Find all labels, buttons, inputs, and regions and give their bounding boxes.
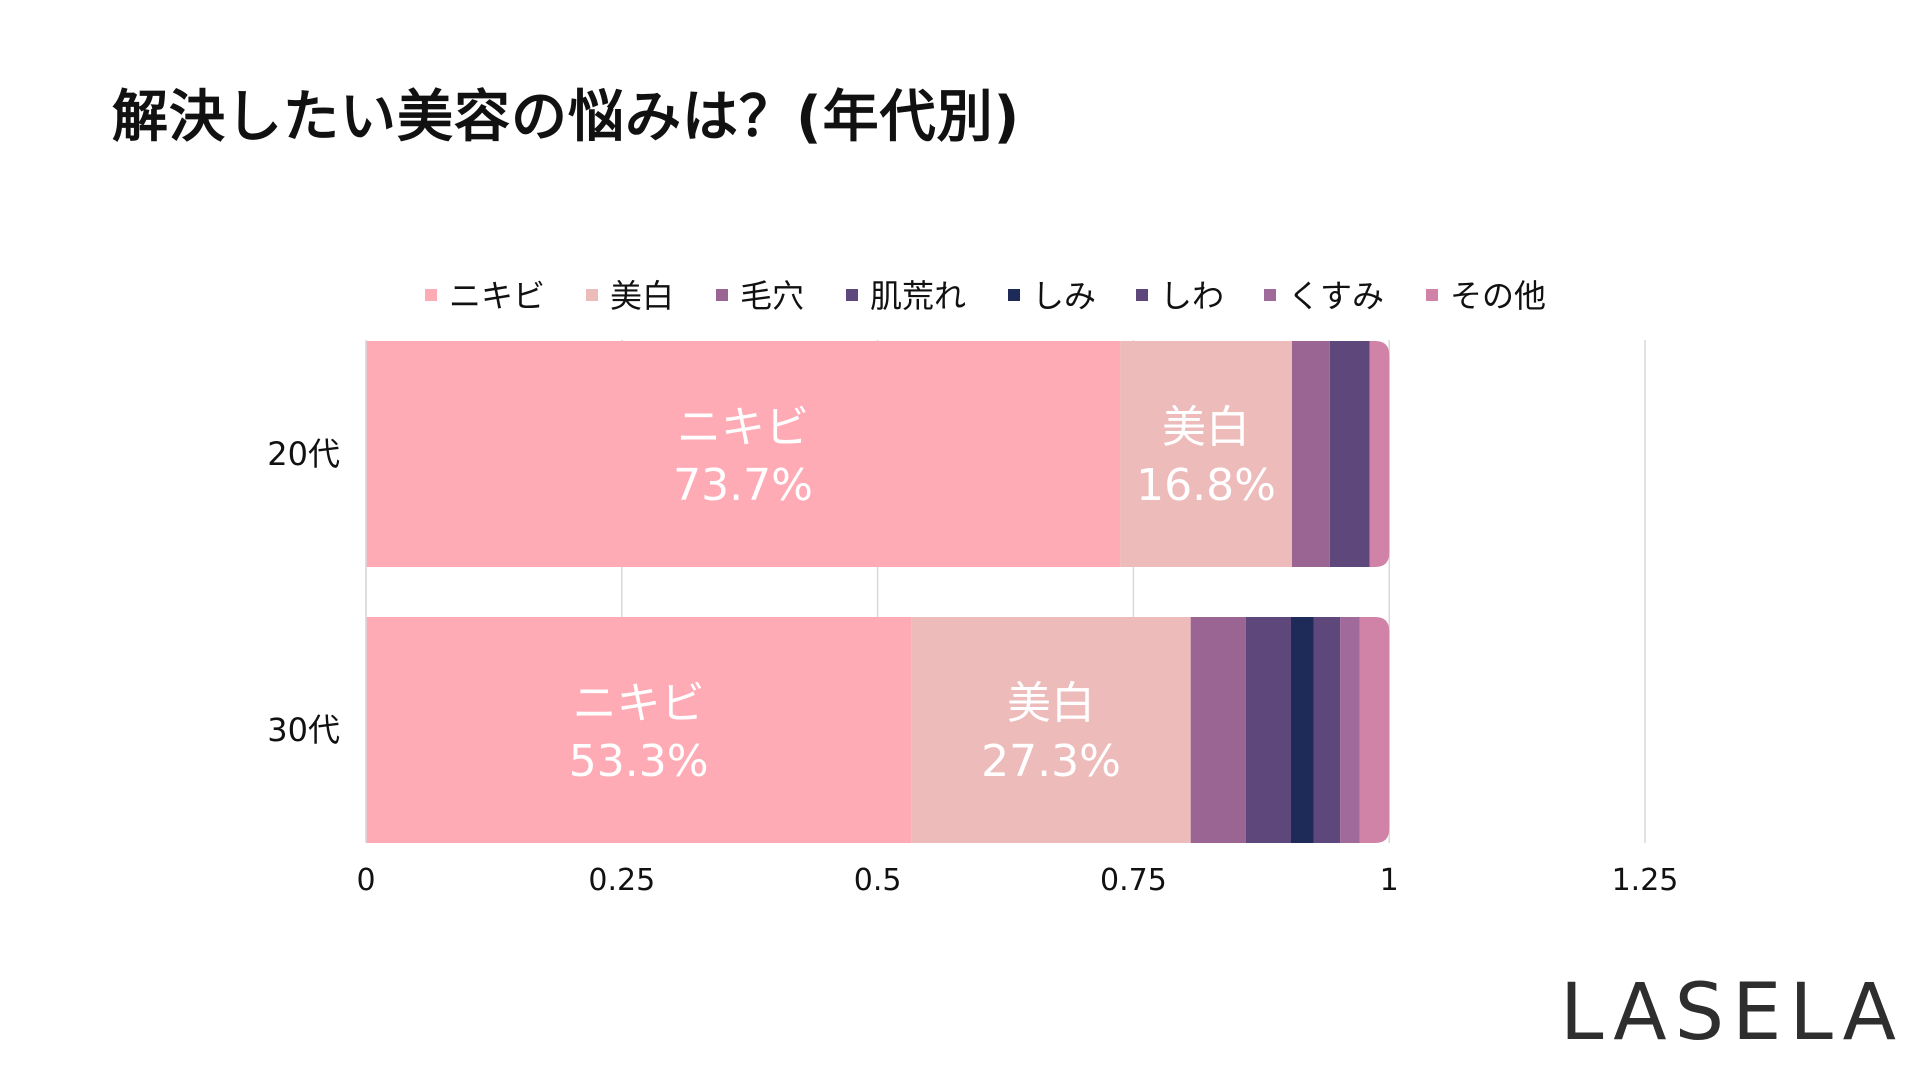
- legend-label: 肌荒れ: [870, 277, 966, 315]
- legend-swatch: [1426, 289, 1438, 301]
- bar-segment: [1313, 617, 1341, 843]
- bar-segment: [1329, 341, 1370, 567]
- bar-value-label: 27.3%: [981, 736, 1121, 787]
- bar-segment: [366, 617, 912, 843]
- legend-label: その他: [1450, 277, 1546, 315]
- legend-label: くすみ: [1288, 277, 1384, 315]
- bar-segment: [366, 341, 1121, 567]
- x-tick-label: 0: [356, 863, 375, 898]
- legend-swatch: [846, 289, 858, 301]
- bar-value-label: 16.8%: [1136, 460, 1276, 511]
- legend: ニキビ 美白 毛穴 肌荒れ しみ しわ くすみ その他: [425, 277, 1546, 315]
- x-tick-label: 1: [1380, 863, 1399, 898]
- bar-series-label: ニキビ: [677, 402, 809, 453]
- bars: [366, 341, 1390, 843]
- bar-value-label: 73.7%: [673, 460, 813, 511]
- legend-swatch: [1136, 289, 1148, 301]
- bar-segment: [1245, 617, 1291, 843]
- x-tick-label: 0.75: [1100, 863, 1167, 898]
- chart-title: 解決したい美容の悩みは？(年代別): [112, 85, 1021, 150]
- bar-segment: [1290, 617, 1314, 843]
- x-tick-label: 1.25: [1612, 863, 1679, 898]
- legend-swatch: [586, 289, 598, 301]
- x-tick-label: 0.25: [588, 863, 655, 898]
- legend-label: 毛穴: [740, 277, 804, 315]
- bar-segment: [1359, 617, 1390, 843]
- legend-label: ニキビ: [449, 277, 545, 315]
- bar-segment: [1120, 341, 1292, 567]
- legend-swatch: [716, 289, 728, 301]
- category-label: 20代: [267, 435, 340, 473]
- x-tick-label: 0.5: [854, 863, 902, 898]
- bar-segment: [911, 617, 1191, 843]
- legend-label: しみ: [1032, 277, 1096, 315]
- bar-series-label: 美白: [1007, 678, 1095, 729]
- bar-series-label: ニキビ: [573, 678, 705, 729]
- legend-label: 美白: [610, 277, 674, 315]
- lasela-logo: LASELA: [1560, 968, 1905, 1058]
- legend-label: しわ: [1160, 277, 1224, 315]
- bar-segment: [1340, 617, 1360, 843]
- legend-swatch: [425, 289, 437, 301]
- legend-swatch: [1008, 289, 1020, 301]
- bar-segment: [1291, 341, 1330, 567]
- legend-swatch: [1264, 289, 1276, 301]
- bar-series-label: 美白: [1162, 402, 1250, 453]
- bar-value-label: 53.3%: [569, 736, 709, 787]
- bar-segment: [1190, 617, 1246, 843]
- data-labels: ニキビ 73.7% 美白 16.8% ニキビ 53.3% 美白 27.3%: [569, 402, 1276, 787]
- bar-segment: [1369, 341, 1390, 567]
- category-label: 30代: [267, 711, 340, 749]
- axes: 0 0.25 0.5 0.75 1 1.25 20代 30代: [267, 340, 1678, 898]
